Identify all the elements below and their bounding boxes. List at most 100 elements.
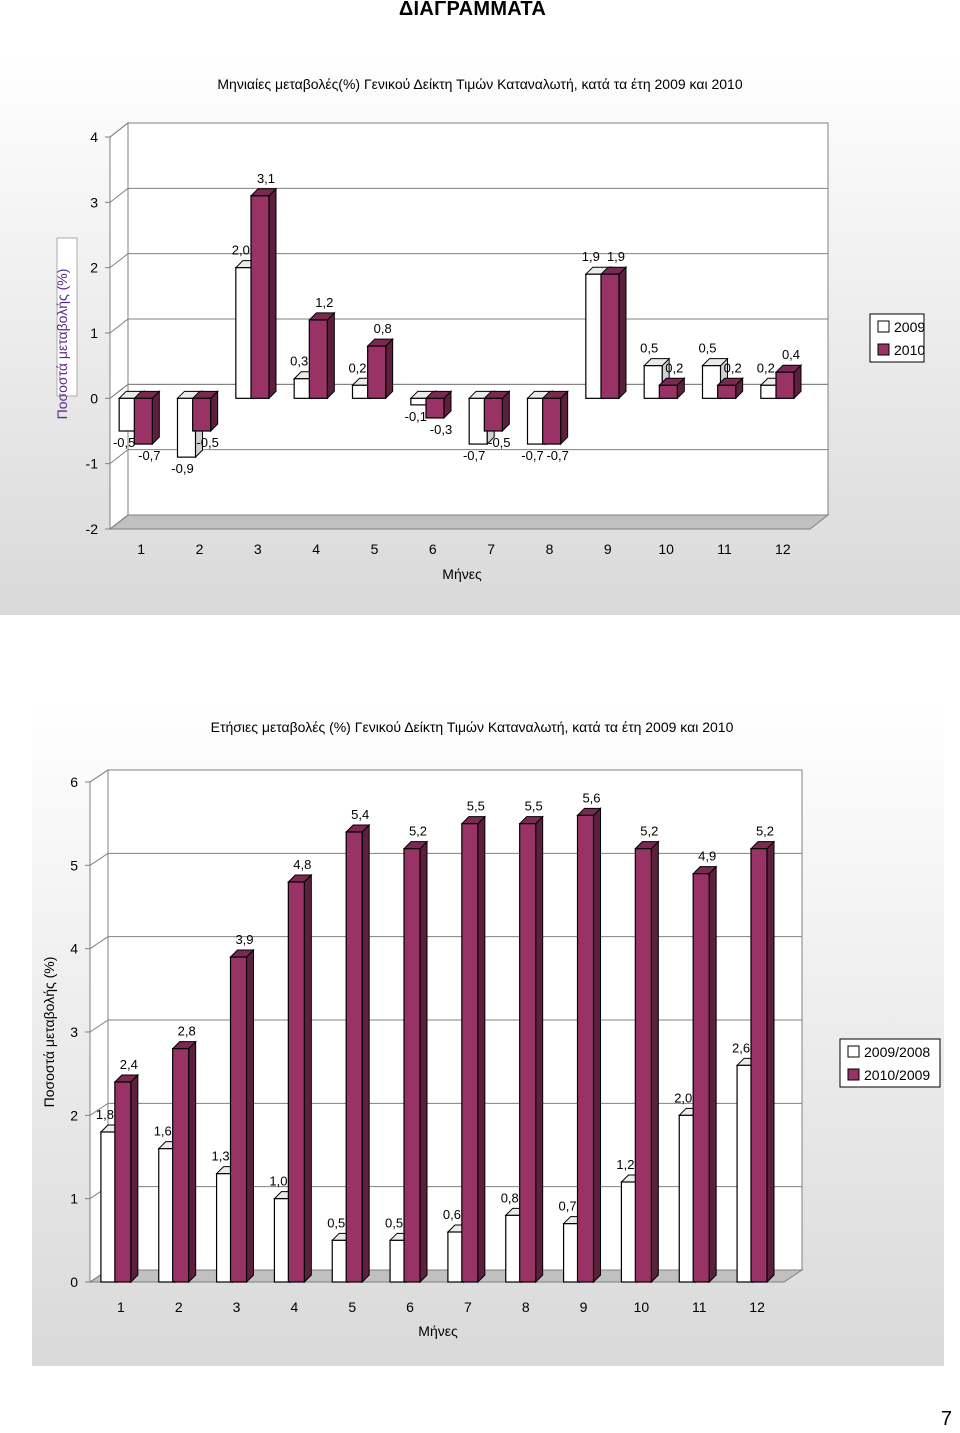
x-tick-label: 10 xyxy=(658,541,674,557)
x-tick-label: 8 xyxy=(522,1299,530,1315)
data-label-s1-m11: 0,5 xyxy=(698,341,716,356)
x-tick-label: 9 xyxy=(580,1299,588,1315)
data-label-s2-m12: 5,2 xyxy=(756,824,774,839)
data-label-s2-m8: 5,5 xyxy=(525,799,543,814)
y-axis-label-box xyxy=(56,237,78,397)
legend-label-2: 2010 xyxy=(894,342,925,358)
legend-label-2: 2010/2009 xyxy=(864,1067,930,1083)
data-label-s2-m9: 5,6 xyxy=(582,790,600,805)
gridline xyxy=(89,936,802,950)
x-tick-label: 12 xyxy=(775,541,791,557)
data-label-s1-m11: 2,0 xyxy=(674,1090,692,1105)
bar-side xyxy=(151,390,160,446)
data-label-s1-m9: 1,9 xyxy=(582,249,600,264)
y-tick-label: 2 xyxy=(90,260,98,276)
bar-s2-m4 xyxy=(308,311,336,400)
data-label-s1-m10: 0,5 xyxy=(640,341,658,356)
y-tick-label: 3 xyxy=(70,1024,78,1040)
data-label-s1-m5: 0,5 xyxy=(327,1215,345,1230)
bar-front xyxy=(576,814,595,1283)
annual-change-chart-svg: Ετήσιες μεταβολές (%) Γενικού Δείκτη Τιμ… xyxy=(41,719,941,1339)
data-label-s2-m8: -0,7 xyxy=(546,448,568,463)
bar-front xyxy=(114,1081,132,1283)
data-label-s2-m11: 0,2 xyxy=(724,360,742,375)
bar-front xyxy=(658,384,678,399)
y-tick-label: 6 xyxy=(70,774,78,790)
bar-side xyxy=(618,265,627,400)
x-tick-label: 11 xyxy=(717,541,732,557)
x-tick-label: 6 xyxy=(429,541,437,557)
bar-side xyxy=(535,815,544,1284)
bar-side xyxy=(385,337,394,400)
data-label-s1-m9: 0,7 xyxy=(559,1199,577,1214)
data-label-s1-m12: 2,6 xyxy=(732,1040,750,1055)
bar-front xyxy=(542,397,562,445)
y-tick-label: 2 xyxy=(70,1107,78,1123)
y-tick-label: -1 xyxy=(86,456,99,472)
chart-title: Ετήσιες μεταβολές (%) Γενικού Δείκτη Τιμ… xyxy=(211,719,734,735)
data-label-s1-m12: 0,2 xyxy=(757,360,775,375)
legend-label-1: 2009/2008 xyxy=(864,1044,930,1060)
x-tick-label: 2 xyxy=(196,541,204,557)
x-tick-label: 3 xyxy=(233,1299,241,1315)
data-label-s2-m10: 0,2 xyxy=(665,360,683,375)
x-tick-label: 1 xyxy=(137,541,145,557)
bar-front xyxy=(519,823,537,1283)
bar-s2-m9 xyxy=(576,807,602,1284)
x-axis-label: Μήνες xyxy=(442,566,482,582)
data-label-s1-m3: 1,3 xyxy=(212,1149,230,1164)
bar-s2-m12 xyxy=(774,363,803,400)
data-label-s1-m2: -0,9 xyxy=(171,461,193,476)
data-label-s2-m6: -0,3 xyxy=(430,422,452,437)
data-label-s2-m1: 2,4 xyxy=(120,1057,138,1072)
x-tick-label: 6 xyxy=(406,1299,414,1315)
bar-s2-m7 xyxy=(483,390,511,433)
data-label-s2-m7: -0,5 xyxy=(488,435,510,450)
bar-s2-m6 xyxy=(424,390,453,420)
data-label-s2-m12: 0,4 xyxy=(782,347,800,362)
bar-s2-m1 xyxy=(133,390,161,446)
x-tick-label: 5 xyxy=(348,1299,356,1315)
data-label-s2-m4: 4,8 xyxy=(293,857,311,872)
x-tick-label: 12 xyxy=(749,1299,765,1315)
legend-label-1: 2009 xyxy=(894,319,925,335)
bar-s2-m2 xyxy=(191,390,219,433)
bar-front xyxy=(600,273,620,399)
bar-s2-m4 xyxy=(287,873,313,1284)
legend-swatch-2 xyxy=(847,1068,860,1081)
annual-change-chart: Ετήσιες μεταβολές (%) Γενικού Δείκτη Τιμ… xyxy=(32,702,944,1366)
x-tick-label: 7 xyxy=(464,1299,472,1315)
page-number: 7 xyxy=(940,1408,952,1430)
data-label-s1-m5: 0,2 xyxy=(348,360,366,375)
bar-side xyxy=(419,840,428,1284)
x-tick-label: 2 xyxy=(175,1299,183,1315)
bar-front xyxy=(692,873,710,1283)
monthly-change-chart-svg: Μηνιαίες μεταβολές(%) Γενικού Δείκτη Τιμ… xyxy=(54,76,925,582)
data-label-s1-m6: -0,1 xyxy=(405,409,427,424)
bar-front xyxy=(133,397,153,445)
bar-front xyxy=(192,397,212,432)
bar-side xyxy=(650,840,659,1284)
data-label-s2-m2: 2,8 xyxy=(178,1024,196,1039)
y-tick-label: -2 xyxy=(86,521,99,537)
legend-swatch-2 xyxy=(877,343,890,356)
bar-side xyxy=(560,390,569,446)
bar-front xyxy=(345,831,363,1283)
bar-side xyxy=(188,1040,197,1284)
bar-s2-m9 xyxy=(599,265,628,400)
x-tick-label: 3 xyxy=(254,541,262,557)
data-label-s1-m4: 1,0 xyxy=(269,1174,287,1189)
bar-s2-m5 xyxy=(344,823,371,1284)
data-label-s1-m8: -0,7 xyxy=(521,448,543,463)
legend-swatch-1 xyxy=(877,320,890,333)
bar-front xyxy=(367,345,387,399)
bar-side xyxy=(766,840,775,1284)
y-tick-label: 0 xyxy=(90,390,98,406)
legend: 2009/2008 2010/2009 xyxy=(839,1038,941,1088)
bar-front xyxy=(461,823,479,1283)
data-label-s1-m7: 0,6 xyxy=(443,1207,461,1222)
bar-side xyxy=(268,187,277,400)
bar-s2-m3 xyxy=(249,187,278,400)
gridline xyxy=(89,1102,802,1116)
data-label-s1-m6: 0,5 xyxy=(385,1215,403,1230)
